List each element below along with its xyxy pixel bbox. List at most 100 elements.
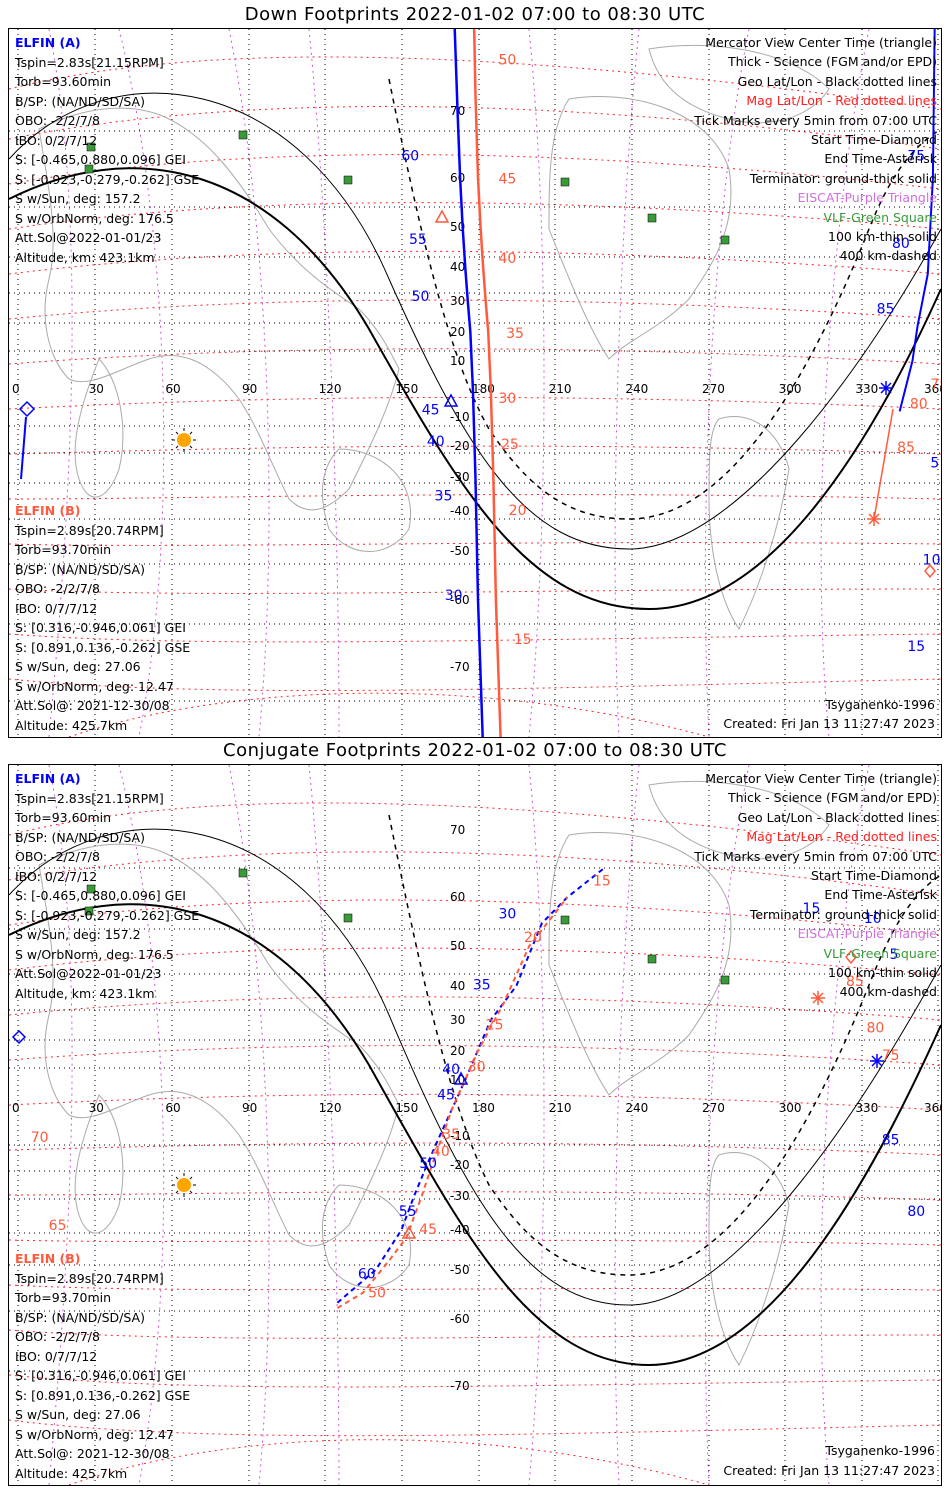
elfin-tracks xyxy=(336,866,607,1309)
lon-tick-label: 240 xyxy=(625,1101,648,1115)
info-line: Torb=93.60min xyxy=(15,810,112,825)
elfin-b-tick-label: 25 xyxy=(501,437,519,453)
lat-tick-label: -50 xyxy=(450,1263,470,1277)
legend-item: Tick Marks every 5min from 07:00 UTC xyxy=(694,848,937,864)
legend-item: Start Time-Diamond xyxy=(810,868,937,884)
info-line: OBO: -2/2/7/8 xyxy=(15,1329,100,1344)
elfin-b-tick-label: 35 xyxy=(442,1127,460,1143)
lat-tick-label: -30 xyxy=(450,470,470,484)
lon-tick-label: 30 xyxy=(89,1101,104,1115)
elfin-b-tick-label: 75 xyxy=(930,377,941,393)
elfin-b-tick-label: 50 xyxy=(368,1286,386,1302)
info-line: Altitude, km: 423.1km xyxy=(15,985,155,1001)
geo-grid xyxy=(9,765,941,1485)
lon-tick-label: 180 xyxy=(472,1101,495,1115)
legend-item: VLF-Green Square xyxy=(823,945,937,961)
elfin-b-tick-label: 70 xyxy=(31,1130,49,1146)
info-line: Tspin=2.83s[21.15RPM] xyxy=(15,54,164,70)
lat-tick-label: 30 xyxy=(450,294,465,308)
elfin-b-tick-label: 65 xyxy=(49,1218,67,1234)
info-line: Torb=93.70min xyxy=(15,542,112,557)
start-diamond-right xyxy=(845,949,857,965)
elfin-a-tick-label: 5 xyxy=(889,947,898,963)
lat-tick-label: -10 xyxy=(450,1129,470,1143)
info-line: Torb=93.70min xyxy=(15,1290,112,1305)
elfin-b-tick-label: 45 xyxy=(498,172,516,188)
lon-tick-label: 300 xyxy=(779,1101,802,1115)
conjugate-footprints-map: 0 30 60 90 120 150 180 210 240 270 300 330 360 -70 -6… xyxy=(9,765,941,1485)
vlf-stations xyxy=(84,868,730,985)
elfin-b-tick-label: 30 xyxy=(468,1059,486,1075)
lon-tick-label: 360 xyxy=(924,1101,941,1115)
legend-item: End Time-Asterisk xyxy=(824,887,937,903)
info-line: Att.Sol@: 2021-12-30/08 xyxy=(15,698,170,713)
elfin-b-header: ELFIN (B) xyxy=(15,1251,81,1266)
legend-item: Geo Lat/Lon - Black dotted lines xyxy=(737,809,937,825)
elfin-a-tick-label: 55 xyxy=(409,232,427,248)
lat-tick-label: 70 xyxy=(450,823,465,837)
info-line: S w/Sun, deg: 27.06 xyxy=(15,659,141,674)
elfin-a-tick-label: 45 xyxy=(437,1088,455,1104)
created-label: Created: Fri Jan 13 11:27:47 2023 xyxy=(723,716,935,731)
legend-item: Mag Lat/Lon - Red dotted lines xyxy=(746,829,937,845)
info-line: Altitude: 425.7km xyxy=(15,1465,128,1481)
info-line: S: [0.316,-0.946,0.061] GEI xyxy=(15,620,186,635)
elfin-a-tick-label: 15 xyxy=(907,639,925,655)
lon-tick-label: 210 xyxy=(549,382,572,396)
info-line: B/SP: (NA/ND/SD/SA) xyxy=(15,93,145,109)
lat-tick-label: -40 xyxy=(450,1223,470,1237)
start-diamond-right xyxy=(924,563,936,579)
mag-meridians xyxy=(48,29,870,737)
terminator-ground xyxy=(9,903,941,1367)
elfin-b-track xyxy=(336,896,569,1309)
model-label: Tsyganenko-1996 xyxy=(825,1443,935,1458)
elfin-b-tick-label: 40 xyxy=(432,1144,450,1160)
legend-item: Mercator View Center Time (triangle) xyxy=(705,35,937,50)
info-line: S w/OrbNorm, deg: 176.5 xyxy=(15,946,174,962)
elfin-a-tick-label: 85 xyxy=(882,1133,900,1149)
center-triangle-b xyxy=(401,1225,417,1239)
sun-icon xyxy=(172,1173,196,1197)
end-asterisk-b xyxy=(867,408,894,526)
elfin-b-tick-label: 20 xyxy=(509,503,527,519)
elfin-a-tick-label: 50 xyxy=(419,1156,437,1172)
lon-tick-label: 150 xyxy=(395,382,418,396)
elfin-b-tick-label: 35 xyxy=(506,326,524,342)
info-line: S w/OrbNorm, deg: 12.47 xyxy=(15,678,174,694)
lat-tick-label: 10 xyxy=(450,354,465,368)
elfin-b-tick-label: 20 xyxy=(524,930,542,946)
start-diamond-left xyxy=(11,1029,27,1045)
info-line: Torb=93.60min xyxy=(15,74,112,89)
legend-item: Thick - Science (FGM and/or EPD) xyxy=(728,54,937,70)
info-line: IBO: 0/2/7/12 xyxy=(15,132,98,148)
info-line: Att.Sol@: 2021-12-30/08 xyxy=(15,1446,170,1461)
legend-item: Thick - Science (FGM and/or EPD) xyxy=(728,790,937,806)
elfin-b-track xyxy=(472,29,502,737)
elfin-a-track-segment xyxy=(898,29,936,412)
lon-tick-label: 210 xyxy=(549,1101,572,1115)
mag-grid-curves xyxy=(9,802,941,1485)
lat-tick-label: -70 xyxy=(450,1379,470,1393)
lon-tick-label: 330 xyxy=(855,382,878,396)
info-line: B/SP: (NA/ND/SD/SA) xyxy=(15,829,145,845)
info-line: OBO: -2/2/7/8 xyxy=(15,581,100,596)
terminator-100km xyxy=(9,828,941,1306)
elfin-a-header: ELFIN (A) xyxy=(15,35,81,50)
legend-item: 400 km-dashed xyxy=(839,248,937,264)
lat-tick-label: -70 xyxy=(450,660,470,674)
elfin-b-tick-label: 15 xyxy=(593,874,611,890)
elfin-a-tick-label: 40 xyxy=(427,434,445,450)
track-tick-labels: 6055504540353025758085510155045403530252… xyxy=(401,52,941,655)
elfin-b-tick-label: 40 xyxy=(498,251,516,267)
lat-tick-label: -30 xyxy=(450,1189,470,1203)
info-line: B/SP: (NA/ND/SD/SA) xyxy=(15,1309,145,1325)
end-asterisk-a xyxy=(879,381,893,395)
legend-bottom: Mercator View Center Time (triangle) Thi… xyxy=(694,769,937,1002)
elfin-a-tick-label: 75 xyxy=(907,149,925,165)
elfin-b-info-bottom: ELFIN (B) Tspin=2.89s[20.74RPM] Torb=93.… xyxy=(15,1249,190,1483)
conjugate-footprints-panel: 0 30 60 90 120 150 180 210 240 270 300 330 360 -70 -6… xyxy=(8,764,942,1486)
info-line: B/SP: (NA/ND/SD/SA) xyxy=(15,561,145,577)
elfin-a-info-top: ELFIN (A) Tspin=2.83s[21.15RPM] Torb=93.… xyxy=(15,33,199,267)
info-line: S: [-0.465,0.880,0.096] GEI xyxy=(15,888,186,903)
